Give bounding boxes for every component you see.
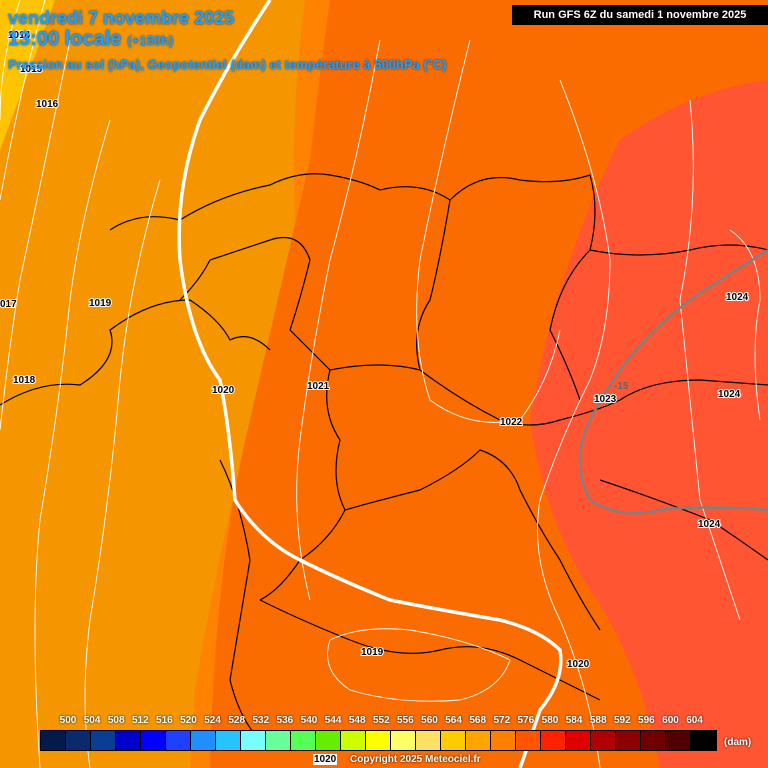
- legend-value: 512: [131, 715, 149, 726]
- legend-unit: (dam): [724, 737, 752, 748]
- isobar-1020-bold: [177, 0, 563, 768]
- legend-value: 520: [180, 715, 197, 726]
- isobar-label: 1023: [594, 394, 617, 405]
- legend-swatch: [566, 731, 591, 750]
- isobar-label: 1022: [500, 417, 523, 428]
- legend-value: 540: [300, 715, 318, 726]
- isotherm-label: -15: [614, 381, 629, 392]
- run-info-banner: Run GFS 6Z du samedi 1 novembre 2025: [512, 5, 768, 25]
- legend-swatch: [366, 731, 391, 750]
- legend-value: 548: [348, 715, 366, 726]
- forecast-date: vendredi 7 novembre 2025: [8, 8, 235, 28]
- legend-swatch: [466, 731, 491, 750]
- legend-value: 604: [686, 715, 703, 726]
- isotherm-minus-15: [578, 248, 768, 515]
- legend-swatch: [391, 731, 416, 750]
- legend-swatch: [316, 731, 341, 750]
- bottom-isobar-label: 1020: [313, 754, 338, 765]
- legend-swatch: [616, 731, 641, 750]
- legend-swatch: [591, 731, 616, 750]
- legend-value: 580: [541, 715, 559, 726]
- zone-576-580: [530, 80, 768, 768]
- forecast-time-text: 13:00 locale: [8, 28, 122, 50]
- isobar-label: 1019: [361, 647, 384, 658]
- isobar-label: 1014: [8, 30, 31, 41]
- legend-swatch: [291, 731, 316, 750]
- legend-swatch: [691, 731, 716, 750]
- isobar-label: 1016: [36, 99, 59, 110]
- legend-color-bar: [40, 730, 717, 751]
- legend-swatch: [516, 731, 541, 750]
- legend-swatch: [666, 731, 691, 750]
- forecast-time: 13:00 locale (+150h): [8, 28, 447, 52]
- legend-value: 516: [156, 715, 173, 726]
- legend-swatch: [116, 731, 141, 750]
- copyright: Copyright 2025 Meteociel.fr: [350, 754, 481, 765]
- legend-swatch: [166, 731, 191, 750]
- legend-swatch: [41, 731, 66, 750]
- legend-value: 596: [638, 715, 655, 726]
- legend-swatch: [541, 731, 566, 750]
- isobar-label: 1024: [726, 292, 749, 303]
- legend-value: 504: [83, 715, 101, 726]
- legend-swatch: [641, 731, 666, 750]
- isobar-label: 1020: [212, 385, 235, 396]
- legend-value: 576: [517, 715, 535, 726]
- legend-swatch: [241, 731, 266, 750]
- legend-value: 552: [372, 715, 390, 726]
- legend-value: 572: [493, 715, 511, 726]
- legend-value: 524: [204, 715, 221, 726]
- isobar-label: 1018: [13, 375, 36, 386]
- legend-swatch: [66, 731, 91, 750]
- legend-swatch: [91, 731, 116, 750]
- legend-swatch: [191, 731, 216, 750]
- legend-value: 560: [421, 715, 438, 726]
- legend-value: 568: [469, 715, 487, 726]
- legend-value: 584: [565, 715, 583, 726]
- isobar-label: 1015: [20, 64, 43, 75]
- legend-value: 588: [589, 715, 607, 726]
- legend-value: 556: [397, 715, 414, 726]
- isobar-label: 1024: [718, 389, 741, 400]
- isobar-label: 1021: [307, 381, 330, 392]
- isobar-label: 1024: [698, 519, 721, 530]
- product-description: Pression au sol (hPa), Geopotentiel (dam…: [8, 57, 447, 72]
- map-title-block: vendredi 7 novembre 2025 13:00 locale (+1…: [8, 8, 447, 74]
- color-legend: 500 504 508 512 516 520 524 528 532 536 540 544 548 5…: [38, 712, 768, 758]
- legend-value: 564: [445, 715, 462, 726]
- isobar-label: 017: [0, 299, 17, 310]
- legend-value: 600: [662, 715, 679, 726]
- lead-time: (+150h): [127, 33, 174, 48]
- legend-value: 528: [228, 715, 246, 726]
- legend-value: 500: [59, 715, 77, 726]
- isobar-label: 1019: [89, 298, 112, 309]
- legend-value: 544: [324, 715, 342, 726]
- legend-swatch: [216, 731, 241, 750]
- legend-swatch: [441, 731, 466, 750]
- legend-value: 532: [252, 715, 270, 726]
- legend-value: 536: [276, 715, 294, 726]
- legend-swatch: [341, 731, 366, 750]
- legend-swatch: [491, 731, 516, 750]
- isobar-label: 1020: [567, 659, 590, 670]
- legend-swatch: [141, 731, 166, 750]
- legend-value: 592: [613, 715, 631, 726]
- legend-value: 508: [107, 715, 125, 726]
- isobar-labels: 1014 1015 1016 017 1019 1018 1020 1021 1…: [0, 29, 750, 671]
- legend-swatch: [266, 731, 291, 750]
- zone-yellow-corner: [0, 0, 55, 150]
- legend-swatch: [416, 731, 441, 750]
